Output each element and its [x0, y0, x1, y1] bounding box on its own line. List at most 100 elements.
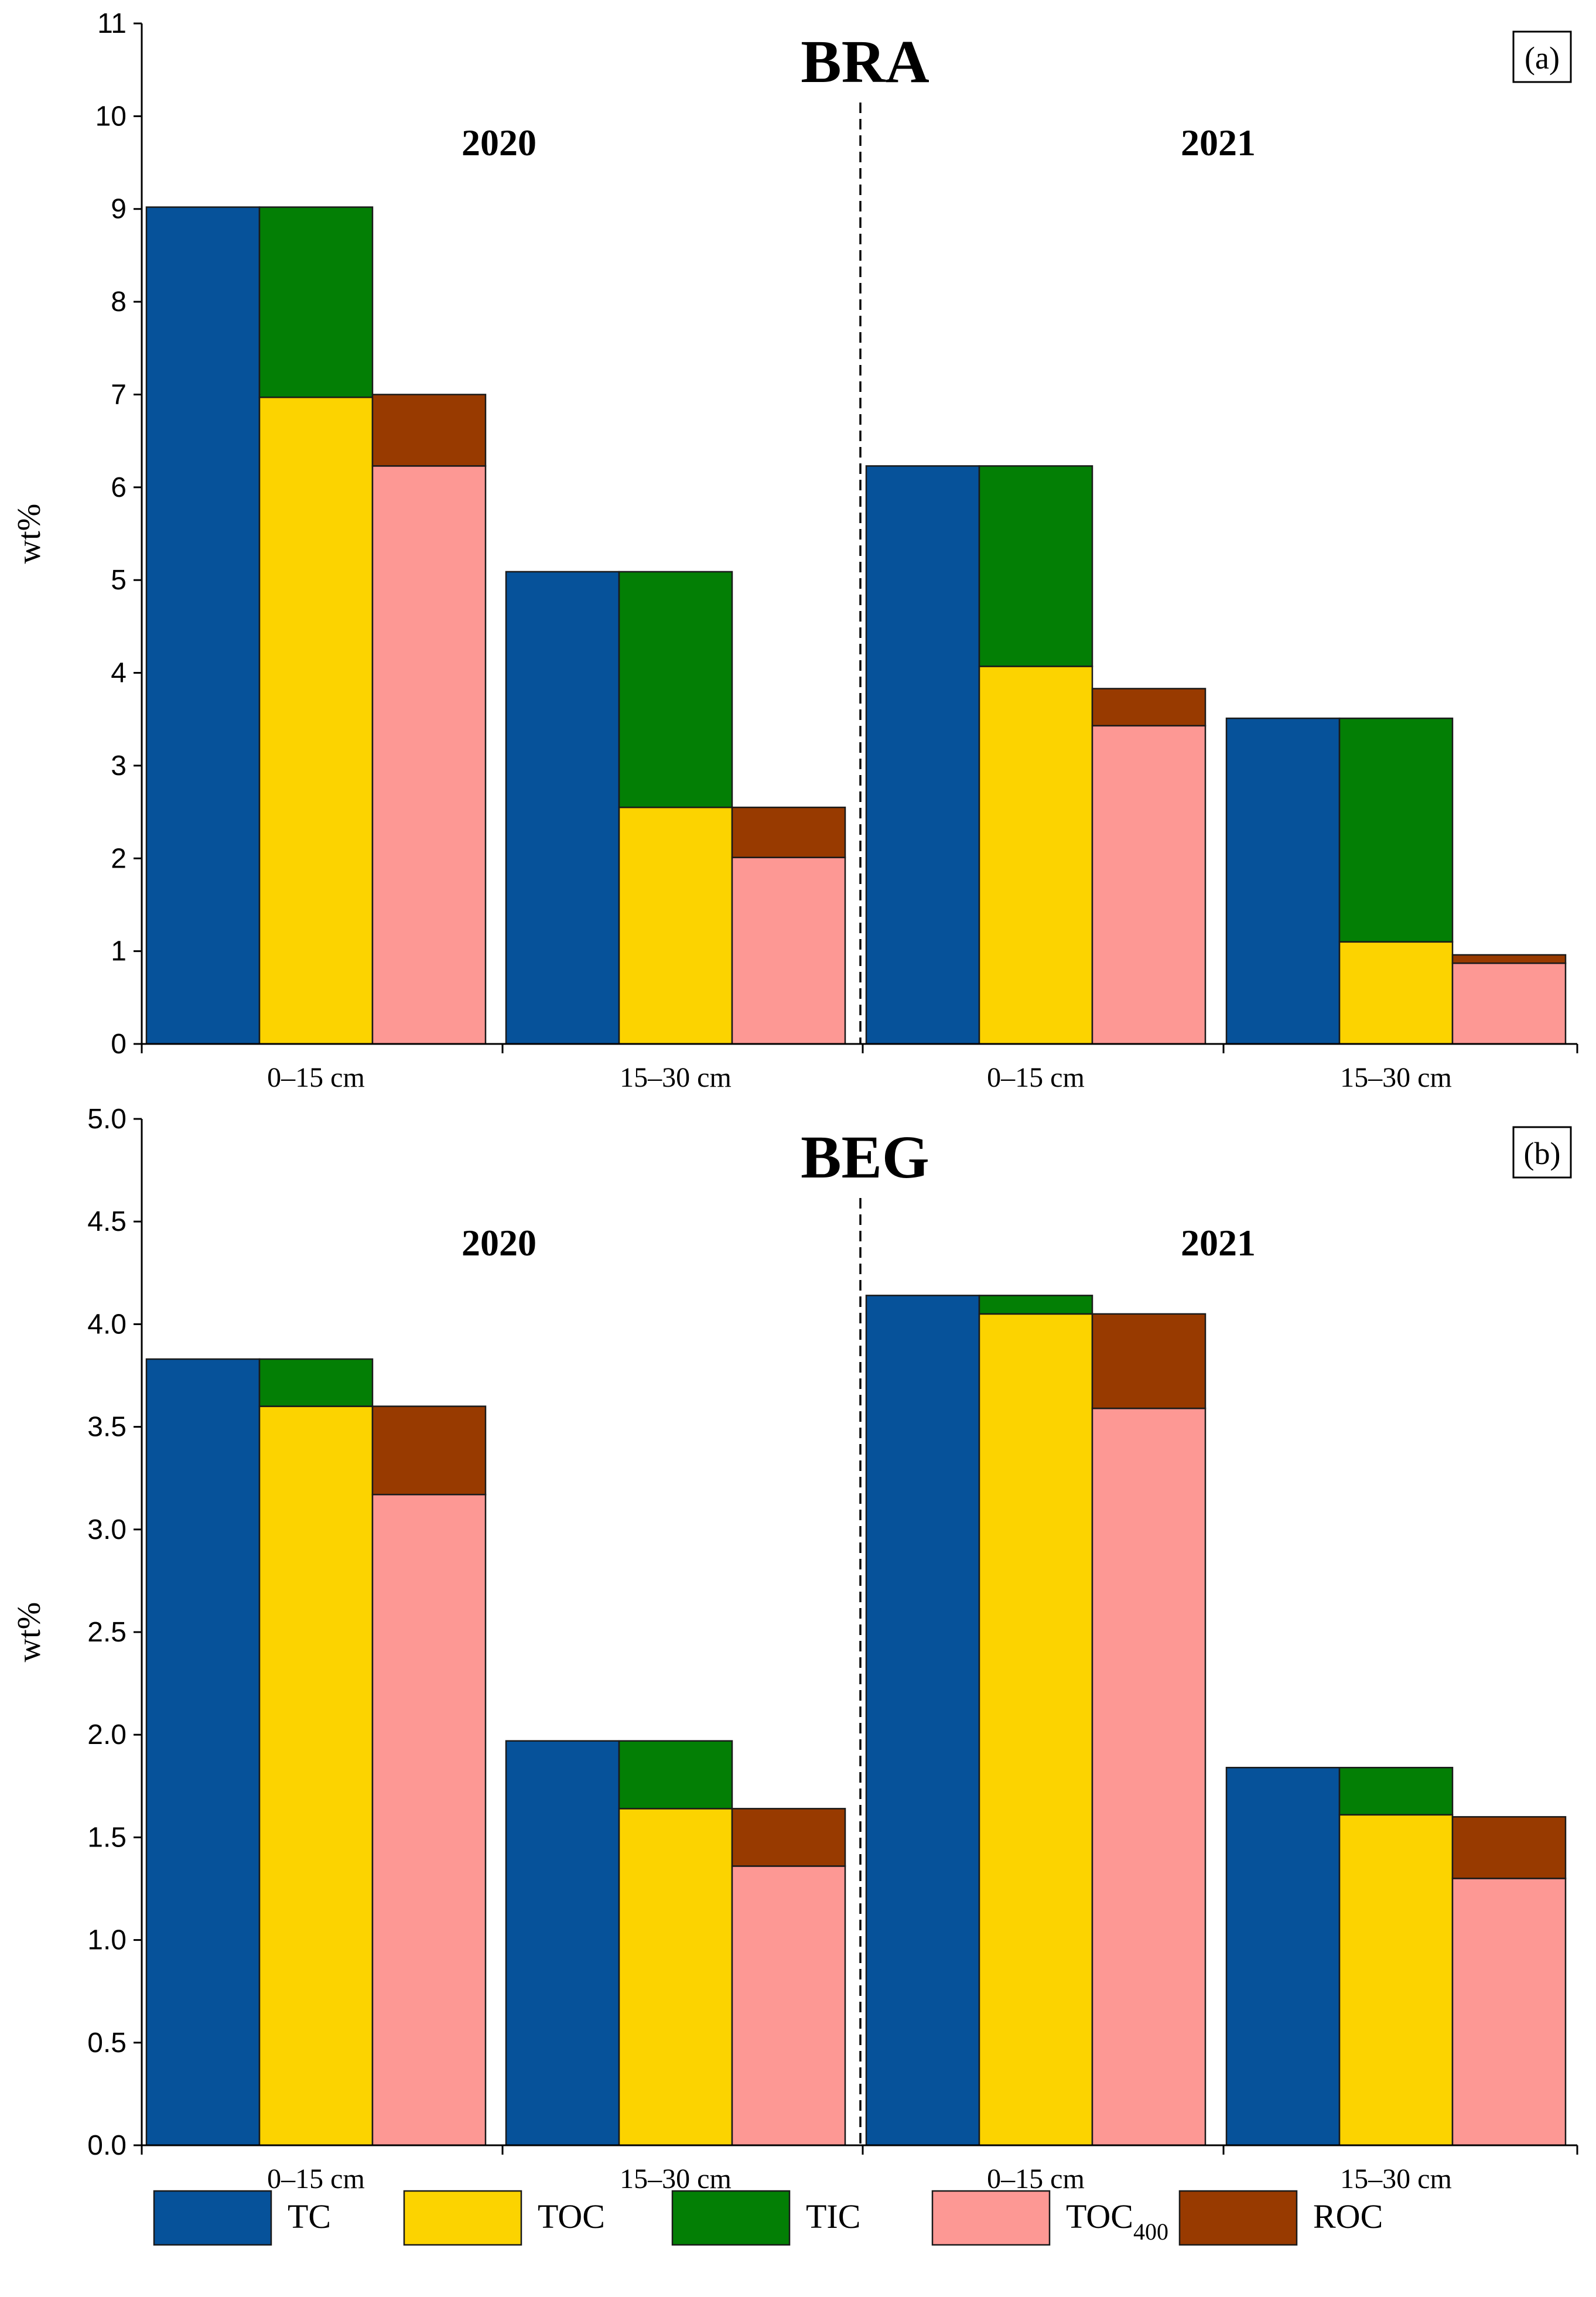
- bar-tic: [978, 1295, 1093, 1315]
- panel-a-year-2021: 2021: [1181, 122, 1256, 163]
- panel-b-y-axis: 0.0 0.5 1.0 1.5 2.0 2.5 3.0 3.5 4.0 4.5 5.0: [87, 1104, 143, 2161]
- bar-roc: [731, 806, 846, 858]
- bar-group-2020-0-15: [145, 1358, 487, 2146]
- panel-b-title: BEG: [801, 1124, 929, 1191]
- panel-a-tag: (a): [1525, 40, 1560, 76]
- x-category-label: 0–15 cm: [987, 1062, 1085, 1093]
- legend-swatch: [671, 2190, 791, 2246]
- bar-toc: [618, 806, 733, 1045]
- legend-swatch: [403, 2190, 522, 2246]
- bar-tc: [505, 1740, 620, 2146]
- legend-item-roc: ROC: [1178, 2190, 1383, 2246]
- bar-group-2021-0-15: [865, 465, 1207, 1045]
- bar-toc: [978, 1313, 1093, 2146]
- bar-toc400: [1091, 725, 1207, 1045]
- panel-b-tag-box: [1512, 1126, 1572, 1179]
- bar-toc: [978, 665, 1093, 1045]
- panel-b-y-label: wt%: [11, 1602, 47, 1663]
- y-tick-label: 11: [97, 8, 127, 39]
- legend-swatch: [153, 2190, 272, 2246]
- bar-toc: [258, 1405, 374, 2146]
- y-tick-label: 2: [111, 843, 127, 874]
- x-category-label: 15–30 cm: [1340, 2163, 1452, 2194]
- legend-item-tic: TIC: [671, 2190, 860, 2246]
- panel-b-year-2020: 2020: [462, 1222, 536, 1264]
- bar-toc: [1338, 1814, 1454, 2146]
- bar-toc400: [371, 1493, 487, 2146]
- legend-label: ROC: [1313, 2197, 1383, 2235]
- x-category-label: 15–30 cm: [620, 2163, 732, 2194]
- bar-tic: [978, 465, 1093, 667]
- y-tick-label: 4.0: [87, 1309, 127, 1340]
- bar-group-2020-15-30: [505, 571, 846, 1045]
- y-tick-label: 9: [111, 194, 127, 225]
- panel-a-y-axis: 0 1 2 3 4 5 6 7 8 9 10 11: [95, 8, 143, 1060]
- panel-a-bars: [145, 206, 1567, 1045]
- legend-swatch: [931, 2190, 1051, 2246]
- x-category-label: 0–15 cm: [267, 1062, 365, 1093]
- x-category-label: 15–30 cm: [620, 1062, 732, 1093]
- bar-roc: [371, 394, 487, 467]
- bar-group-2021-15-30: [1225, 1767, 1567, 2146]
- y-tick-label: 4.5: [87, 1206, 127, 1237]
- bar-roc: [1451, 1816, 1567, 1879]
- bar-roc: [1451, 954, 1567, 964]
- y-tick-label: 1.5: [87, 1822, 127, 1853]
- y-tick-label: 5.0: [87, 1104, 127, 1135]
- legend-label: TC: [288, 2197, 331, 2235]
- panel-a-year-2020: 2020: [462, 122, 536, 163]
- bar-toc400: [1451, 962, 1567, 1045]
- bar-roc: [1091, 688, 1207, 727]
- legend: TC TOC TIC TOC400 ROC: [153, 2190, 1383, 2246]
- bar-tic: [618, 1740, 733, 1810]
- bar-tic: [1338, 717, 1454, 943]
- bar-tc: [145, 206, 261, 1045]
- y-tick-label: 1.0: [87, 1925, 127, 1956]
- bar-group-2021-15-30: [1225, 717, 1567, 1045]
- panel-a-tag-box: [1512, 30, 1572, 83]
- y-tick-label: 0: [111, 1029, 127, 1060]
- bar-group-2020-15-30: [505, 1740, 846, 2146]
- bar-tc: [865, 465, 980, 1045]
- y-tick-label: 6: [111, 472, 127, 503]
- y-tick-label: 3.5: [87, 1412, 127, 1443]
- bar-roc: [371, 1405, 487, 1496]
- y-tick-label: 1: [111, 936, 127, 967]
- y-tick-label: 0.5: [87, 2028, 127, 2059]
- bar-toc400: [1451, 1878, 1567, 2146]
- y-tick-label: 5: [111, 565, 127, 596]
- panel-b-year-2021: 2021: [1181, 1222, 1256, 1264]
- legend-item-toc: TOC: [403, 2190, 605, 2246]
- legend-swatch: [1178, 2190, 1298, 2246]
- bar-group-2021-0-15: [865, 1295, 1207, 2146]
- y-tick-label: 8: [111, 286, 127, 318]
- x-category-label: 0–15 cm: [267, 2163, 365, 2194]
- y-tick-label: 10: [95, 101, 127, 132]
- bar-roc: [1091, 1313, 1207, 1409]
- bar-toc400: [731, 1865, 846, 2146]
- bar-tc: [505, 571, 620, 1045]
- y-tick-label: 4: [111, 658, 127, 689]
- bar-tic: [1338, 1767, 1454, 1816]
- legend-label: TOC: [538, 2197, 605, 2235]
- x-category-label: 15–30 cm: [1340, 1062, 1452, 1093]
- bar-roc: [731, 1808, 846, 1867]
- bar-tc: [1225, 717, 1341, 1045]
- y-tick-label: 2.5: [87, 1617, 127, 1648]
- panel-a-bra: 0 1 2 3 4 5 6 7 8 9 10 11 0–15 cm 15–30 cm 0–15 cm 15–…: [11, 8, 1578, 1093]
- y-tick-label: 3.0: [87, 1514, 127, 1545]
- bar-tc: [865, 1295, 980, 2146]
- legend-item-tc: TC: [153, 2190, 331, 2246]
- bar-toc: [1338, 941, 1454, 1045]
- bar-tic: [618, 571, 733, 808]
- panel-b-beg: 0.0 0.5 1.0 1.5 2.0 2.5 3.0 3.5 4.0 4.5 5.0 0–15 c…: [11, 1104, 1578, 2194]
- bar-toc: [618, 1808, 733, 2146]
- bar-tc: [1225, 1767, 1341, 2146]
- panel-b-tag: (b): [1524, 1136, 1561, 1171]
- bar-group-2020-0-15: [145, 206, 487, 1045]
- panel-a-y-label: wt%: [11, 504, 47, 564]
- bar-tic: [258, 1358, 374, 1407]
- legend-label: TIC: [806, 2197, 860, 2235]
- y-tick-label: 7: [111, 379, 127, 410]
